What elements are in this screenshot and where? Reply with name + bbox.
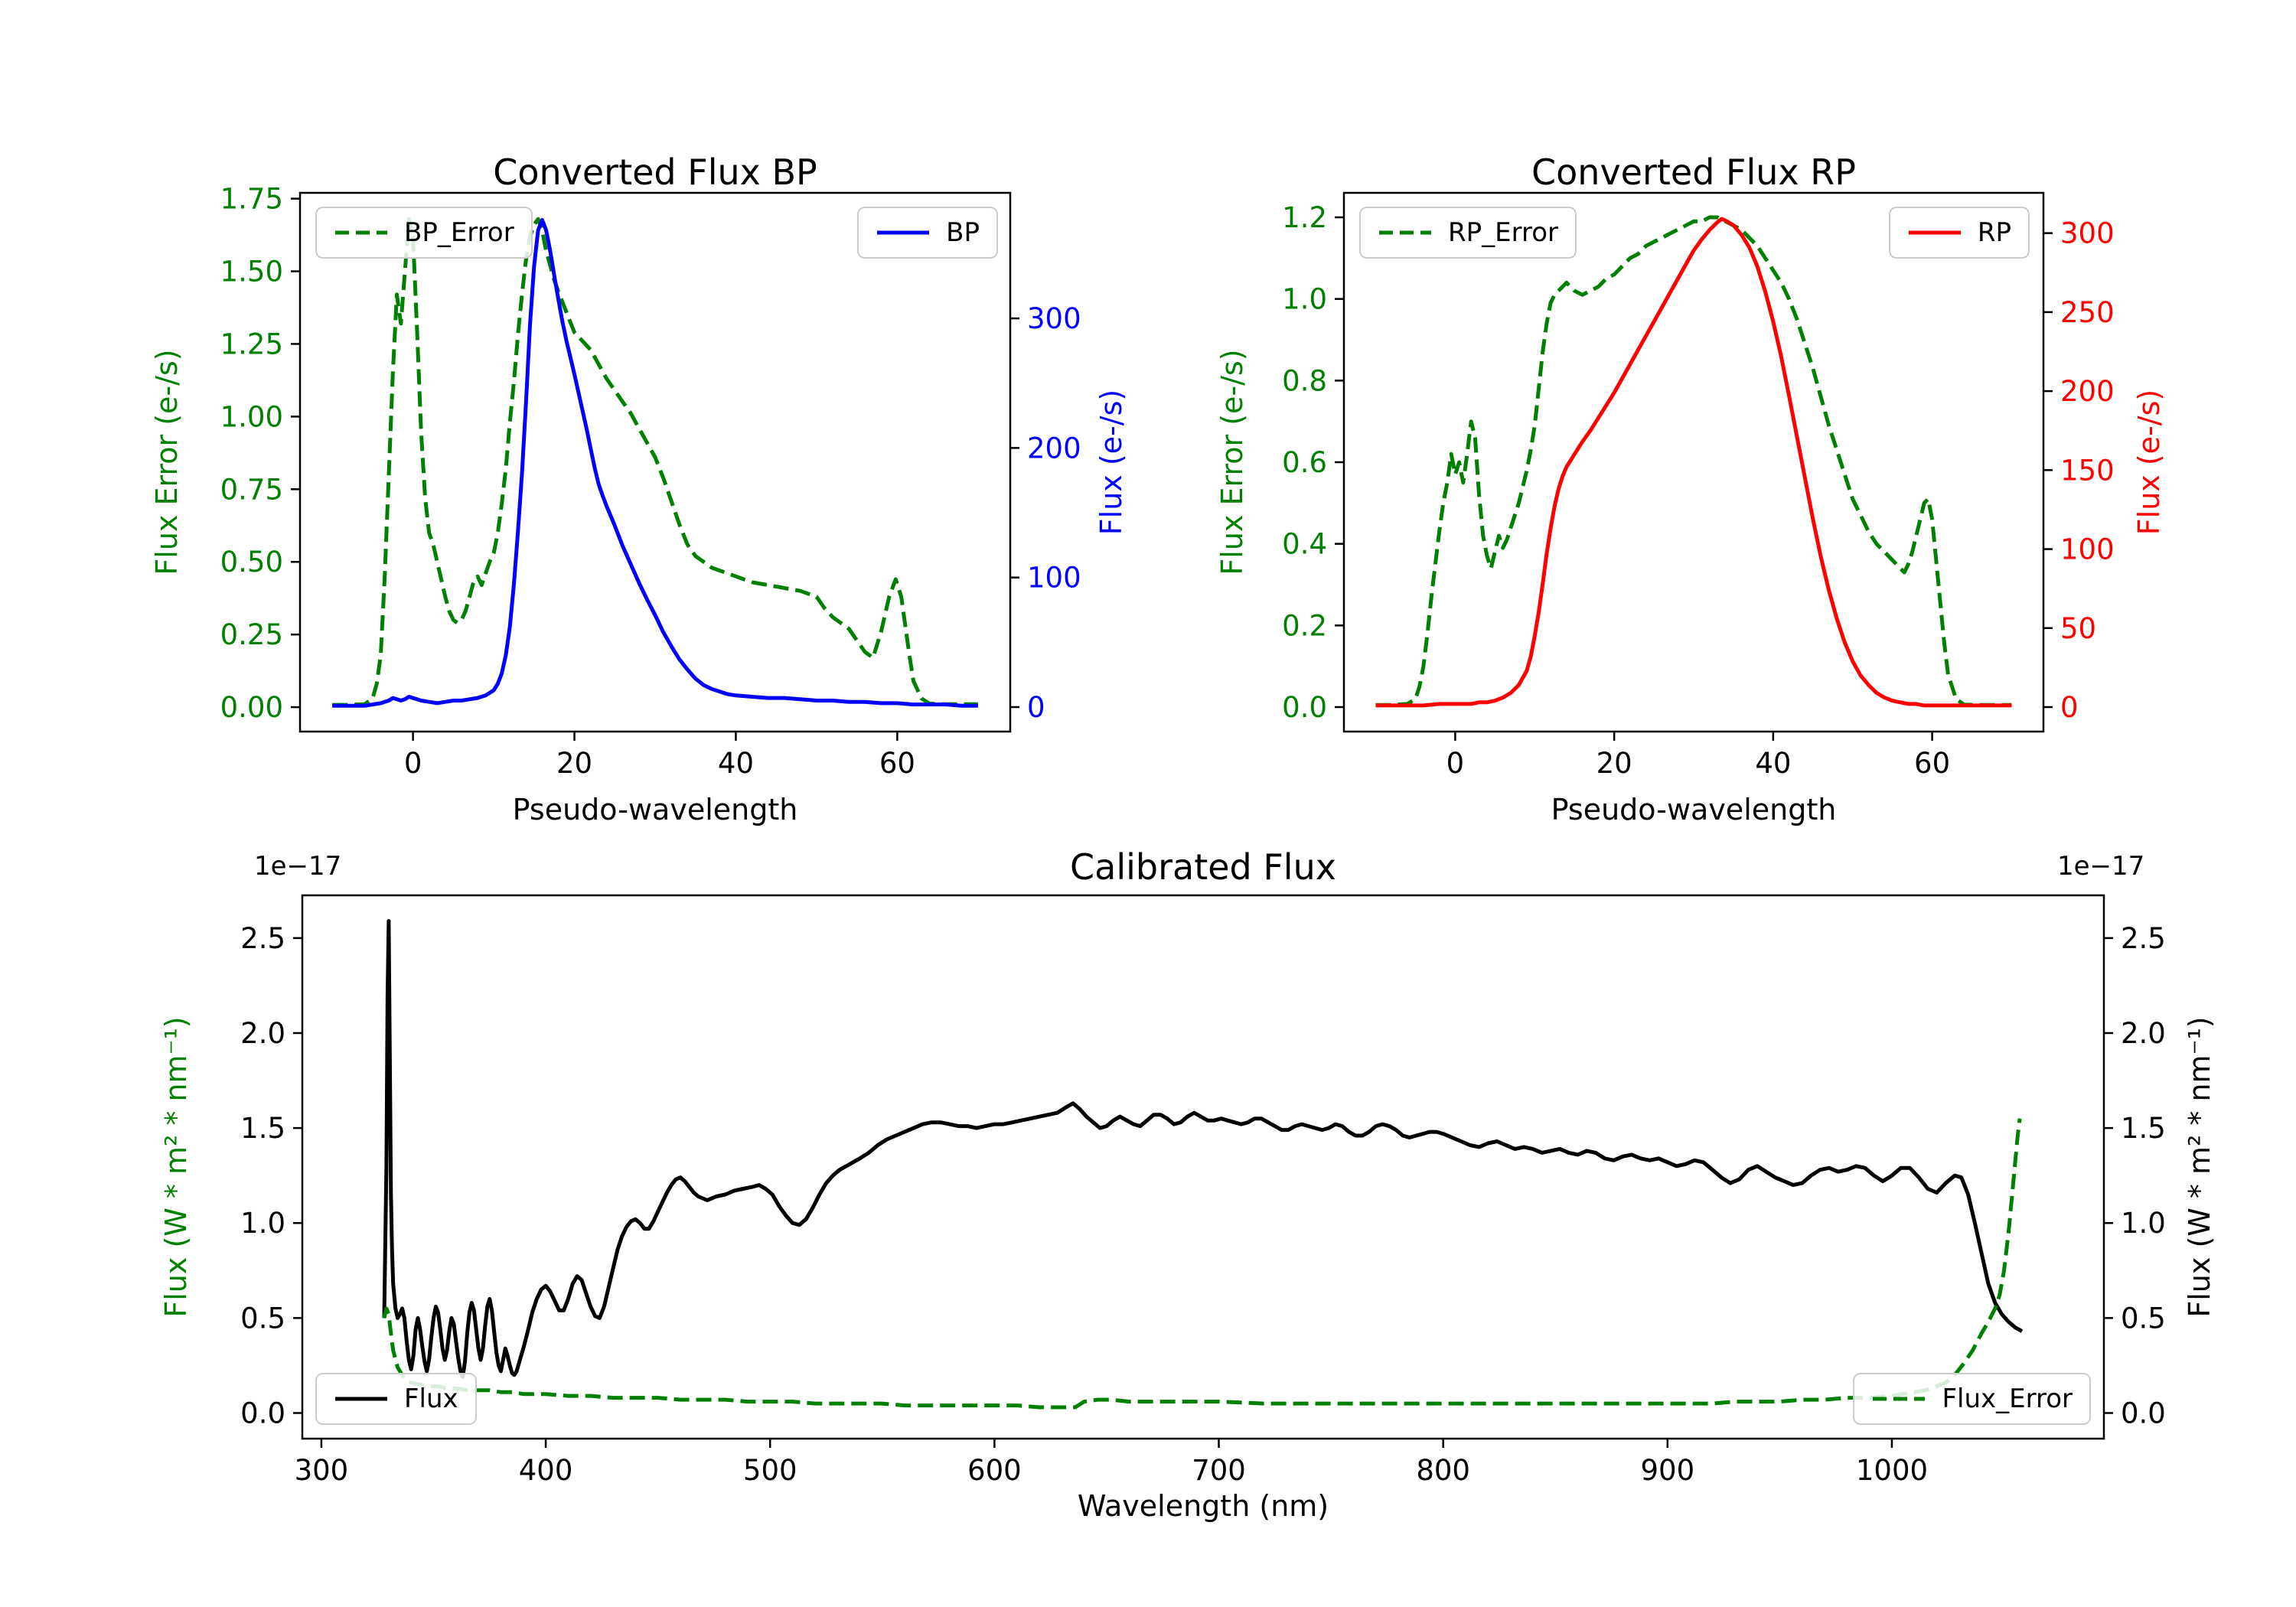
flux-error-legend-line-icon (1873, 1397, 1926, 1401)
bp-right-yaxis-label: Flux (e-/s) (1094, 389, 1128, 536)
flux-legend: Flux (315, 1373, 477, 1425)
svg-text:600: 600 (967, 1454, 1022, 1487)
bp-error-legend-label: BP_Error (404, 217, 514, 248)
rp-error-legend: RP_Error (1359, 207, 1577, 259)
rp-error-legend-line-icon (1379, 230, 1431, 235)
calibrated-right-yaxis-label: Flux (W * m² * nm⁻¹) (2183, 1016, 2216, 1318)
svg-text:1.0: 1.0 (240, 1207, 285, 1240)
svg-text:0.50: 0.50 (220, 546, 283, 579)
bp-legend: BP (857, 207, 998, 259)
svg-text:300: 300 (295, 1454, 349, 1487)
svg-text:800: 800 (1416, 1454, 1470, 1487)
svg-text:0.6: 0.6 (1282, 446, 1327, 479)
svg-text:400: 400 (519, 1454, 573, 1487)
svg-text:1.00: 1.00 (220, 400, 283, 433)
svg-text:700: 700 (1192, 1454, 1246, 1487)
flux-error-legend: Flux_Error (1853, 1373, 2091, 1425)
svg-text:500: 500 (743, 1454, 797, 1487)
rp-legend: RP (1888, 207, 2030, 259)
svg-text:200: 200 (2060, 375, 2115, 408)
rp-legend-line-icon (1908, 230, 1961, 235)
svg-text:0.8: 0.8 (1282, 364, 1327, 397)
svg-text:1.0: 1.0 (2121, 1207, 2166, 1240)
svg-text:0: 0 (404, 747, 422, 780)
bp-left-yaxis-label: Flux Error (e-/s) (150, 349, 184, 575)
svg-text:900: 900 (1641, 1454, 1695, 1487)
calibrated-left-yaxis-label: Flux (W * m² * nm⁻¹) (159, 1016, 193, 1318)
svg-text:0.75: 0.75 (220, 473, 283, 506)
svg-text:1.2: 1.2 (1282, 201, 1327, 234)
svg-text:0.0: 0.0 (240, 1397, 285, 1429)
right-axis-offset-text: 1e−17 (2057, 851, 2145, 882)
flux-error-legend-label: Flux_Error (1942, 1384, 2073, 1414)
svg-text:1.0: 1.0 (1282, 283, 1327, 316)
svg-text:0.0: 0.0 (1282, 691, 1327, 724)
rp-plot-title: Converted Flux RP (1531, 152, 1856, 193)
svg-text:0: 0 (1027, 691, 1045, 724)
svg-text:0.00: 0.00 (220, 691, 283, 724)
svg-text:250: 250 (2060, 296, 2115, 329)
svg-text:0: 0 (2060, 691, 2079, 724)
calibrated-plot-title: Calibrated Flux (1070, 846, 1336, 888)
svg-text:20: 20 (1596, 747, 1632, 780)
rp-legend-label: RP (1977, 217, 2011, 248)
flux-legend-line-icon (335, 1397, 387, 1401)
svg-text:0.5: 0.5 (2121, 1302, 2166, 1335)
svg-text:100: 100 (2060, 533, 2115, 566)
rp-left-yaxis-label: Flux Error (e-/s) (1215, 349, 1249, 575)
svg-text:0: 0 (1446, 747, 1465, 780)
svg-text:60: 60 (1914, 747, 1950, 780)
flux-legend-label: Flux (404, 1384, 458, 1414)
bp-error-legend: BP_Error (315, 207, 533, 259)
bp-error-legend-line-icon (335, 230, 387, 235)
left-axis-offset-text: 1e−17 (254, 851, 342, 882)
svg-text:200: 200 (1027, 432, 1081, 464)
svg-text:1.50: 1.50 (220, 256, 283, 288)
svg-text:150: 150 (2060, 454, 2115, 487)
svg-text:50: 50 (2060, 612, 2096, 645)
svg-text:1.25: 1.25 (220, 328, 283, 360)
bp-plot-title: Converted Flux BP (493, 152, 817, 193)
bp-legend-line-icon (877, 230, 930, 235)
bp-xaxis-label: Pseudo-wavelength (512, 793, 798, 826)
svg-text:1.5: 1.5 (240, 1112, 285, 1145)
svg-text:2.5: 2.5 (2121, 922, 2166, 955)
svg-text:300: 300 (2060, 217, 2115, 250)
svg-text:0.4: 0.4 (1282, 528, 1327, 561)
svg-text:0.0: 0.0 (2121, 1397, 2166, 1429)
svg-text:60: 60 (879, 747, 915, 780)
svg-text:1000: 1000 (1856, 1454, 1928, 1487)
svg-text:20: 20 (556, 747, 592, 780)
svg-text:0.2: 0.2 (1282, 609, 1327, 642)
svg-text:1.75: 1.75 (220, 183, 283, 216)
calibrated-xaxis-label: Wavelength (nm) (1077, 1489, 1329, 1523)
svg-text:300: 300 (1027, 302, 1081, 335)
svg-text:1.5: 1.5 (2121, 1112, 2166, 1145)
svg-text:40: 40 (1755, 747, 1791, 780)
svg-text:0.5: 0.5 (240, 1302, 285, 1335)
svg-text:100: 100 (1027, 562, 1081, 595)
bp-legend-label: BP (946, 217, 980, 248)
rp-xaxis-label: Pseudo-wavelength (1551, 793, 1837, 826)
svg-text:0.25: 0.25 (220, 618, 283, 651)
svg-text:2.0: 2.0 (240, 1017, 285, 1050)
svg-text:2.0: 2.0 (2121, 1017, 2166, 1050)
rp-right-yaxis-label: Flux (e-/s) (2132, 389, 2166, 536)
svg-text:2.5: 2.5 (240, 922, 285, 955)
svg-text:40: 40 (718, 747, 754, 780)
rp-error-legend-label: RP_Error (1448, 217, 1559, 248)
